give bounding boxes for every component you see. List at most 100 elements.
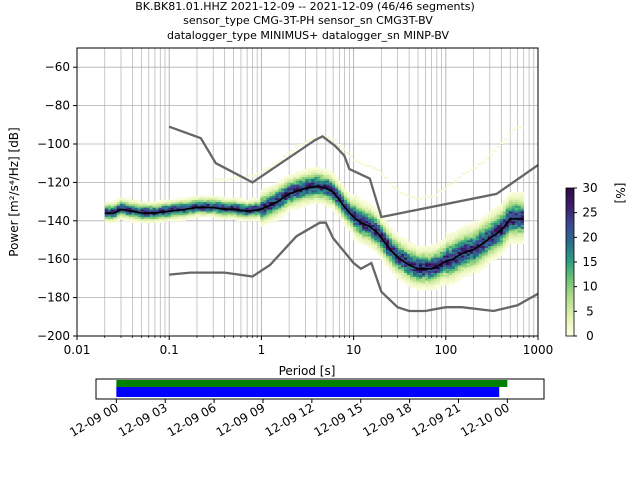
heatmap-cell: [185, 209, 189, 212]
heatmap-cell: [311, 195, 315, 199]
heatmap-cell: [242, 218, 246, 222]
heatmap-cell: [191, 203, 195, 206]
heatmap-cell: [439, 243, 444, 247]
heatmap-cell: [215, 195, 219, 199]
heatmap-cell: [374, 241, 378, 245]
x-tick-label: 10: [346, 343, 361, 357]
heatmap-cell: [404, 243, 408, 247]
heatmap-cell: [505, 195, 510, 199]
heatmap-cell: [424, 245, 429, 248]
heatmap-cell: [368, 165, 373, 168]
heatmap-cell: [433, 251, 438, 254]
heatmap-cell: [311, 180, 315, 183]
heatmap-cell: [275, 193, 279, 197]
heatmap-cell: [164, 207, 168, 210]
heatmap-cell: [365, 243, 369, 247]
heatmap-cell: [224, 203, 228, 206]
heatmap-cell: [290, 193, 294, 197]
heatmap-cell: [356, 236, 360, 239]
heatmap-cell: [332, 193, 336, 197]
heatmap-cell: [460, 238, 465, 241]
heatmap-cell: [341, 184, 345, 187]
heatmap-cell: [427, 257, 432, 260]
heatmap-cell: [493, 207, 498, 210]
heatmap-cell: [254, 218, 258, 222]
heatmap-cell: [347, 222, 351, 225]
heatmap-cell: [134, 201, 138, 204]
heatmap-cell: [389, 247, 393, 250]
heatmap-cell: [296, 201, 300, 204]
heatmap-cell: [104, 207, 109, 210]
heatmap-cell: [427, 276, 432, 279]
heatmap-cell: [502, 220, 507, 224]
heatmap-cell: [293, 188, 297, 191]
colorbar-tick-label: 5: [586, 304, 594, 318]
heatmap-cell: [436, 249, 441, 252]
heatmap-cell: [110, 216, 115, 220]
heatmap-cell: [472, 255, 477, 258]
heatmap-cell: [421, 264, 426, 268]
heatmap-cell: [520, 220, 525, 224]
heatmap-cell: [481, 232, 486, 235]
heatmap-cell: [493, 247, 498, 250]
heatmap-cell: [257, 218, 261, 222]
heatmap-cell: [125, 213, 129, 216]
heatmap-cell: [305, 197, 309, 200]
heatmap-cell: [374, 213, 378, 216]
heatmap-cell: [371, 241, 375, 245]
heatmap-cell: [377, 253, 381, 256]
heatmap-cell: [113, 209, 118, 212]
heatmap-cell: [505, 213, 510, 216]
heatmap-cell: [466, 228, 471, 231]
heatmap-cell: [242, 213, 246, 216]
heatmap-cell: [353, 205, 357, 208]
heatmap-cell: [517, 207, 522, 210]
heatmap-cell: [119, 205, 124, 208]
heatmap-cell: [329, 197, 333, 200]
heatmap-cell: [490, 220, 495, 224]
heatmap-cell: [278, 188, 282, 191]
heatmap-cell: [272, 215, 276, 218]
heatmap-cell: [197, 203, 201, 206]
heatmap-cell: [481, 243, 486, 247]
heatmap-cell: [281, 203, 285, 206]
heatmap-cell: [374, 215, 378, 218]
heatmap-cell: [197, 205, 201, 208]
heatmap-cell: [412, 274, 417, 277]
heatmap-cell: [398, 261, 402, 264]
heatmap-cell: [490, 230, 495, 233]
heatmap-cell: [275, 182, 279, 185]
heatmap-cell: [347, 218, 351, 222]
heatmap-cell: [335, 205, 339, 208]
heatmap-cell: [401, 245, 405, 248]
heatmap-cell: [380, 230, 384, 233]
heatmap-cell: [308, 195, 312, 199]
heatmap-cell: [508, 226, 513, 229]
heatmap-cell: [310, 138, 315, 141]
heatmap-cell: [398, 236, 402, 239]
heatmap-cell: [267, 167, 272, 169]
heatmap-cell: [182, 203, 186, 206]
heatmap-cell: [290, 188, 294, 191]
heatmap-cell: [206, 213, 210, 216]
heatmap-cell: [143, 205, 147, 208]
heatmap-cell: [404, 264, 408, 268]
heatmap-cell: [412, 263, 417, 266]
heatmap-cell: [245, 215, 249, 218]
heatmap-cell: [344, 190, 348, 193]
heatmap-cell: [308, 170, 312, 174]
heatmap-cell: [436, 284, 441, 287]
heatmap-cell: [116, 197, 121, 200]
heatmap-cell: [427, 272, 432, 275]
heatmap-cell: [224, 213, 228, 216]
heatmap-cell: [116, 207, 121, 210]
heatmap-cell: [113, 213, 118, 216]
heatmap-cell: [104, 216, 109, 220]
heatmap-cell: [350, 207, 354, 210]
heatmap-cell: [514, 215, 519, 218]
heatmap-cell: [504, 138, 509, 141]
heatmap-cell: [496, 218, 501, 222]
heatmap-cell: [451, 272, 456, 275]
heatmap-cell: [251, 201, 255, 204]
heatmap-cell: [317, 199, 321, 202]
